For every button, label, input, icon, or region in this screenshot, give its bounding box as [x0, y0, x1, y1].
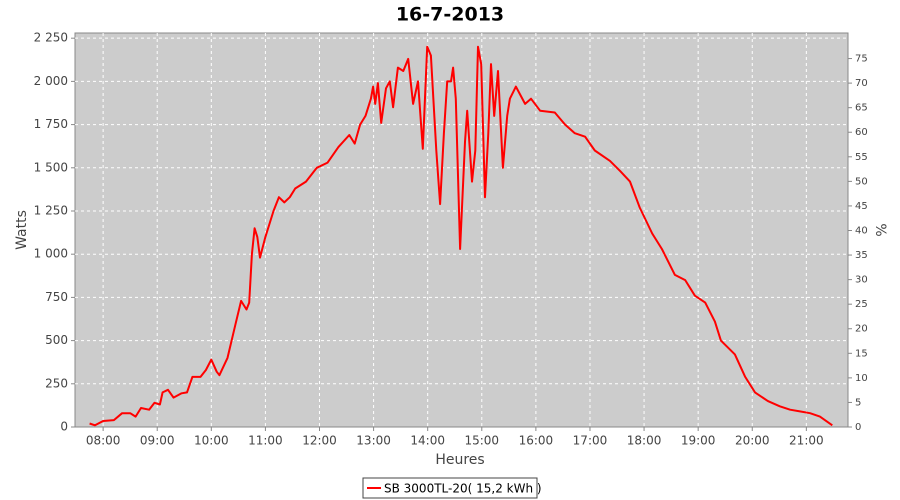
y2-tick-label: 40 — [855, 225, 868, 236]
series-line — [89, 45, 833, 427]
x-tick-label: 14:00 — [410, 434, 445, 448]
y2-tick-label: 35 — [855, 250, 868, 261]
y-tick-label: 500 — [45, 333, 68, 347]
x-axis-title: Heures — [435, 452, 484, 468]
y2-tick-label: 0 — [855, 422, 861, 433]
x-tick-label: 16:00 — [519, 434, 554, 448]
y2-tick-label: 70 — [855, 78, 868, 89]
y-axis-title: Watts — [14, 210, 30, 250]
x-tick-label: 15:00 — [464, 434, 499, 448]
x-tick-label: 08:00 — [86, 434, 121, 448]
y2-tick-label: 25 — [855, 299, 868, 310]
x-tick-label: 12:00 — [302, 434, 337, 448]
y-tick-label: 2 250 — [34, 31, 68, 45]
y-tick-label: 1 750 — [34, 117, 68, 131]
x-tick-label: 17:00 — [573, 434, 608, 448]
x-tick-label: 19:00 — [681, 434, 716, 448]
x-tick-label: 18:00 — [627, 434, 662, 448]
y-tick-label: 1 000 — [34, 247, 68, 261]
y-tick-label: 1 250 — [34, 203, 68, 217]
y-tick-label: 750 — [45, 290, 68, 304]
y2-axis-title: % — [872, 223, 888, 236]
chart-title: 16-7-2013 — [396, 4, 504, 26]
x-tick-label: 21:00 — [789, 434, 824, 448]
y2-tick-label: 65 — [855, 103, 868, 114]
legend-label: SB 3000TL-20( 15,2 kWh ) — [384, 482, 542, 496]
y2-tick-label: 15 — [855, 348, 868, 359]
y2-tick-label: 50 — [855, 176, 868, 187]
x-tick-label: 09:00 — [140, 434, 175, 448]
y2-tick-label: 5 — [855, 397, 861, 408]
y-tick-label: 0 — [60, 420, 68, 434]
y2-tick-label: 20 — [855, 324, 868, 335]
legend-box — [362, 477, 538, 499]
x-tick-label: 10:00 — [194, 434, 229, 448]
y2-tick-label: 45 — [855, 201, 868, 212]
x-tick-label: 11:00 — [248, 434, 283, 448]
y-tick-label: 2 000 — [34, 74, 68, 88]
y2-tick-label: 10 — [855, 373, 868, 384]
y2-tick-label: 60 — [855, 127, 868, 138]
y2-tick-label: 75 — [855, 54, 868, 65]
y-tick-label: 250 — [45, 376, 68, 390]
y-tick-label: 1 500 — [34, 160, 68, 174]
y2-tick-label: 55 — [855, 152, 868, 163]
x-tick-label: 13:00 — [356, 434, 391, 448]
x-tick-label: 20:00 — [735, 434, 770, 448]
y2-tick-label: 30 — [855, 275, 868, 286]
